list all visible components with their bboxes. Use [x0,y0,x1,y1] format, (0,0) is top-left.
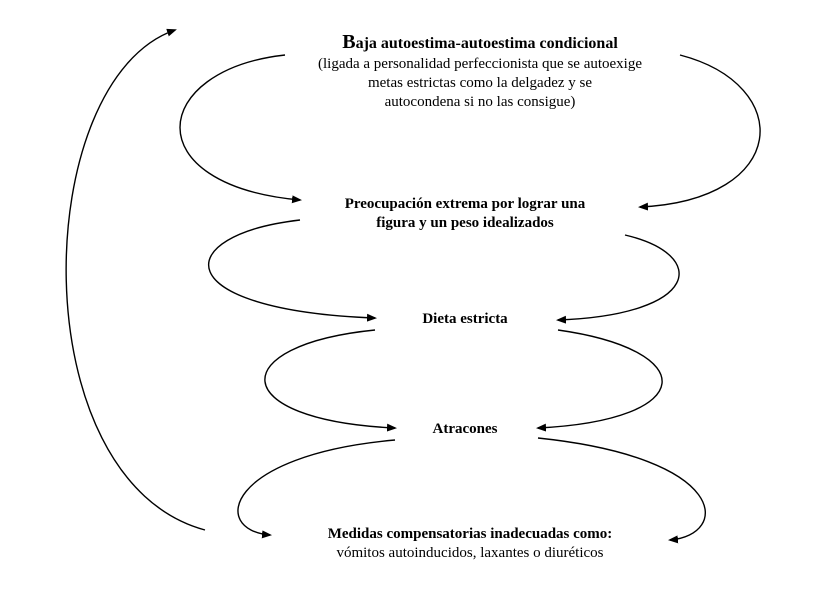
node-binges: Atracones [400,420,530,439]
node-title: Medidas compensatorias inadecuadas como: [270,525,670,544]
edge-e_far_left_5_1 [66,30,205,530]
node-title: Baja autoestima-autoestima condicional [280,30,680,55]
edge-e_right_3_4 [538,330,662,428]
node-compensatory-measures: Medidas compensatorias inadecuadas como:… [270,525,670,563]
node-strict-diet: Dieta estricta [380,310,550,329]
edge-e_left_4_5 [238,440,395,535]
edge-e_right_2_3 [558,235,679,320]
node-subtitle: (ligada a personalidad perfeccionista qu… [280,55,680,111]
node-low-self-esteem: Baja autoestima-autoestima condicional (… [280,30,680,111]
node-extreme-concern: Preocupación extrema por lograr unafigur… [300,195,630,233]
diagram-canvas: Baja autoestima-autoestima condicional (… [0,0,824,593]
edge-e_left_2_3 [209,220,375,318]
node-title: Dieta estricta [380,310,550,329]
node-title: Atracones [400,420,530,439]
node-title: Preocupación extrema por lograr unafigur… [300,195,630,233]
node-subtitle: vómitos autoinducidos, laxantes o diurét… [270,544,670,563]
edge-e_left_3_4 [265,330,395,428]
